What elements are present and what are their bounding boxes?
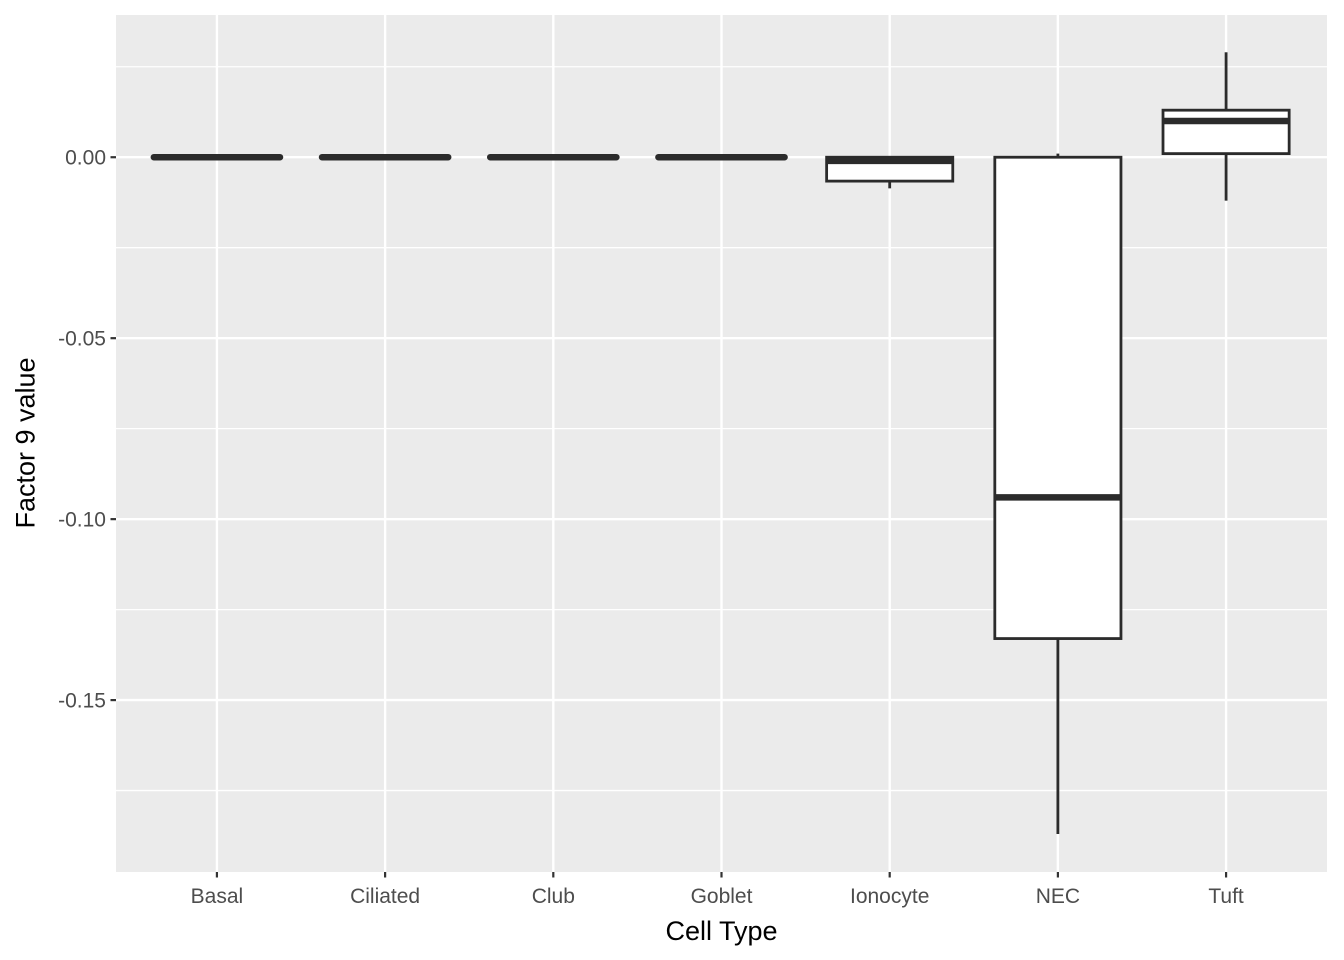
y-axis-tick-label: -0.15 — [58, 690, 106, 713]
x-axis-tick-label: Basal — [191, 885, 244, 908]
y-axis-title: Factor 9 value — [10, 357, 41, 529]
y-axis-tick-label: -0.05 — [58, 328, 106, 351]
y-axis-tick-label: 0.00 — [65, 147, 106, 170]
y-axis-tick-label: -0.10 — [58, 509, 106, 532]
x-axis-tick-label: Tuft — [1208, 885, 1244, 908]
box — [1161, 108, 1291, 156]
x-axis-tick-label: Ciliated — [350, 885, 420, 908]
x-axis-tick-label: Goblet — [691, 885, 753, 908]
x-axis-tick-label: Ionocyte — [850, 885, 929, 908]
x-axis-tick-label: Club — [532, 885, 575, 908]
box — [993, 155, 1123, 640]
x-axis-tick-label: NEC — [1036, 885, 1080, 908]
x-axis-title: Cell Type — [665, 916, 778, 946]
